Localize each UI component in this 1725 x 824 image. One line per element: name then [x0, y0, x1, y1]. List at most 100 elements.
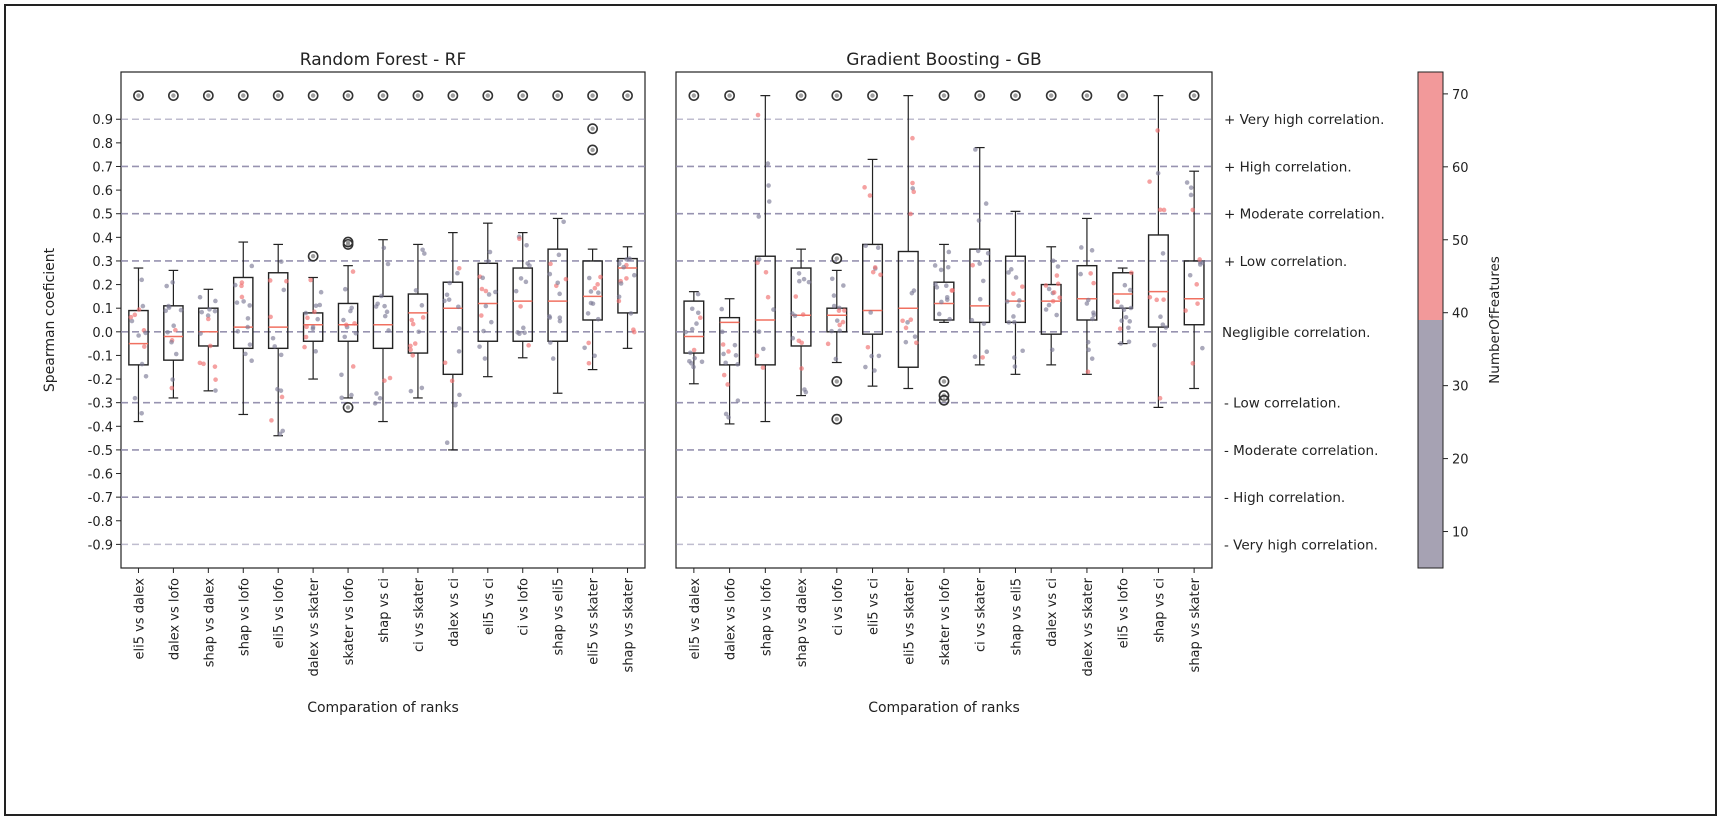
- panel-random-forest: Random Forest - RF Comparation of ranks 0.…: [42, 50, 646, 716]
- data-point: [381, 245, 387, 251]
- y-tick-label: 0.9: [92, 113, 113, 128]
- flier-point: [974, 90, 986, 102]
- data-point: [977, 296, 983, 302]
- flier-dot: [941, 398, 947, 403]
- plot-area: [120, 71, 646, 569]
- flier-point: [1045, 90, 1057, 102]
- data-point: [205, 313, 211, 318]
- box-iqr: [790, 267, 812, 347]
- box-ci-vs-lofo: [825, 90, 848, 425]
- flier-point: [237, 90, 249, 102]
- flier-point: [587, 123, 598, 135]
- data-point: [872, 265, 878, 270]
- data-point: [760, 365, 766, 370]
- flier-dot: [834, 93, 839, 98]
- data-point: [719, 306, 725, 312]
- data-point: [878, 272, 883, 278]
- flier-point: [482, 90, 494, 102]
- box-iqr: [933, 281, 955, 321]
- data-point: [1090, 316, 1095, 322]
- x-tick-label: shap vs lofo: [759, 578, 774, 656]
- y-tick-label: -0.6: [88, 468, 113, 483]
- data-point: [339, 372, 344, 378]
- data-point: [1126, 325, 1131, 331]
- data-point: [793, 294, 799, 299]
- box-shap-vs-dalex: [789, 90, 812, 397]
- x-tick-label: skater vs lofo: [938, 578, 953, 665]
- data-point: [206, 316, 211, 322]
- data-point: [1055, 264, 1061, 269]
- flier-dot: [310, 254, 316, 259]
- flier-point: [938, 90, 950, 102]
- data-point: [527, 263, 532, 268]
- data-point: [477, 344, 482, 349]
- data-point: [695, 310, 701, 316]
- y-tick-label: 0.3: [92, 255, 113, 270]
- box-eli5-vs-dalex: [683, 90, 705, 385]
- data-point: [595, 282, 600, 287]
- flier-point: [167, 90, 179, 102]
- flier-point: [342, 90, 354, 102]
- flier-dot: [941, 93, 947, 98]
- data-point: [691, 364, 696, 370]
- data-point: [1197, 257, 1202, 262]
- colorbar-tick-label: 40: [1452, 307, 1469, 322]
- data-point: [382, 313, 388, 319]
- data-point: [447, 280, 453, 286]
- box-skater-vs-lofo: [932, 90, 955, 406]
- correlation-label: + Low correlation.: [1224, 254, 1347, 270]
- data-point: [792, 313, 798, 319]
- x-tick-label: eli5 vs dalex: [132, 578, 147, 660]
- data-point: [493, 289, 498, 295]
- data-point: [586, 340, 591, 346]
- flier-point: [307, 90, 319, 102]
- data-point: [143, 373, 149, 379]
- box-iqr: [1040, 283, 1062, 335]
- data-point: [267, 278, 273, 283]
- data-point: [241, 299, 246, 304]
- box-dalex-vs-skater: [302, 90, 324, 380]
- data-point: [313, 349, 318, 354]
- x-tick-label: dalex vs ci: [1045, 578, 1060, 647]
- data-point: [1155, 170, 1161, 176]
- data-point: [348, 308, 353, 314]
- data-point: [624, 257, 629, 262]
- data-point: [382, 303, 387, 309]
- data-point: [837, 322, 842, 328]
- data-point: [343, 322, 349, 328]
- data-point: [372, 401, 378, 406]
- box-skater-vs-lofo: [337, 90, 359, 413]
- flier-dot: [1120, 93, 1125, 98]
- y-axis-label: Spearman coeficient: [42, 247, 58, 392]
- data-point: [984, 349, 990, 354]
- box-dalex-vs-ci: [442, 90, 464, 451]
- data-point: [547, 315, 553, 320]
- data-point: [1043, 307, 1049, 312]
- colorbar-low: [1418, 320, 1443, 568]
- data-point: [310, 326, 316, 332]
- box-ci-vs-lofo: [512, 90, 534, 359]
- data-point: [943, 283, 949, 289]
- colorbar: 10 20 30 40 50 60 70 NumberOfFeatures: [1417, 71, 1503, 569]
- data-point: [1184, 180, 1190, 185]
- box-eli5-vs-lofo: [1112, 90, 1134, 346]
- data-point: [479, 313, 484, 318]
- data-point: [173, 351, 179, 357]
- data-point: [1012, 364, 1018, 369]
- data-point: [318, 289, 324, 295]
- flier-dot: [834, 256, 839, 261]
- data-point: [444, 440, 450, 445]
- data-point: [410, 353, 416, 358]
- data-point: [239, 283, 244, 289]
- data-point: [876, 353, 882, 359]
- data-point: [905, 320, 910, 325]
- box-iqr: [267, 272, 289, 350]
- data-point: [249, 263, 255, 269]
- data-point: [592, 353, 597, 359]
- data-point: [166, 303, 171, 309]
- data-point: [914, 340, 919, 346]
- flier-point: [202, 90, 214, 102]
- data-point: [547, 271, 553, 277]
- flier-point: [517, 90, 529, 102]
- x-tick-label: ci vs lofo: [517, 578, 532, 636]
